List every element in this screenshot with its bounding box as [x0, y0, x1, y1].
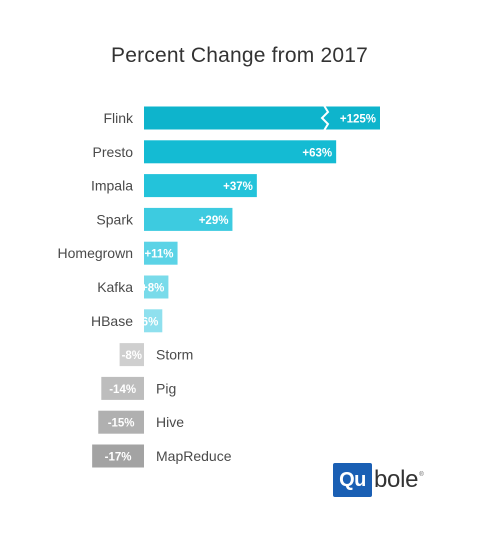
bar-hbase	[144, 309, 163, 333]
bar-hive	[98, 410, 144, 434]
bar-flink	[144, 106, 380, 130]
registered-mark: ®	[419, 472, 424, 478]
bar-row-kafka: Kafka +8%	[97, 275, 169, 299]
bar-impala	[144, 174, 257, 198]
category-label: Hive	[156, 414, 184, 430]
chart-title: Percent Change from 2017	[111, 44, 368, 67]
bar-row-hive: -15% Hive	[98, 410, 184, 434]
data-label: +11%	[144, 249, 173, 261]
qubole-logo: Qu bole ®	[333, 463, 424, 497]
data-label: +125%	[340, 114, 376, 126]
category-label: Impala	[91, 178, 133, 194]
category-label: Storm	[156, 347, 193, 363]
data-label: -17%	[105, 452, 132, 464]
bar-kafka	[144, 275, 169, 299]
data-label: +29%	[199, 215, 229, 227]
data-label: +8%	[141, 283, 164, 295]
logo-box: Qu	[333, 463, 372, 497]
bar-pig	[101, 376, 144, 400]
data-label: +63%	[302, 147, 332, 159]
data-label: -15%	[108, 418, 135, 430]
bar-presto	[144, 140, 337, 164]
bar-spark	[144, 207, 233, 231]
bar-row-mapreduce: -17% MapReduce	[92, 444, 232, 468]
bar-row-impala: Impala +37%	[91, 174, 257, 198]
category-label: Kafka	[97, 279, 133, 295]
bar-row-pig: -14% Pig	[101, 376, 176, 400]
logo-wordmark: bole	[374, 466, 419, 493]
bar-row-flink: Flink +125%	[103, 104, 380, 132]
category-label: MapReduce	[156, 448, 232, 464]
bar-storm	[119, 343, 144, 367]
category-label: Presto	[93, 144, 134, 160]
axis-break-mark	[320, 104, 330, 132]
data-label: +6%	[135, 316, 158, 328]
category-label: Homegrown	[58, 245, 133, 261]
bar-row-spark: Spark +29%	[96, 207, 233, 231]
bar-row-homegrown: Homegrown +11%	[58, 241, 178, 265]
bar-row-hbase: HBase +6%	[91, 309, 163, 333]
bar-row-presto: Presto +63%	[93, 140, 337, 164]
data-label: -8%	[122, 350, 142, 362]
bar-mapreduce	[92, 444, 144, 468]
category-label: HBase	[91, 313, 133, 329]
category-label: Spark	[96, 211, 134, 227]
data-label: -14%	[109, 384, 136, 396]
bar-homegrown	[144, 241, 178, 265]
category-label: Pig	[156, 380, 176, 396]
data-label: +37%	[223, 181, 253, 193]
bar-row-storm: -8% Storm	[119, 343, 193, 367]
category-label: Flink	[103, 110, 134, 126]
